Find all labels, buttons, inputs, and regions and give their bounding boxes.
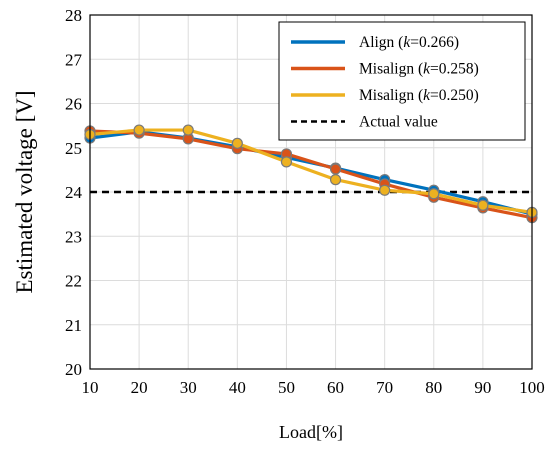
data-point-2 xyxy=(133,124,145,136)
legend: Align (k=0.266) Misalign (k=0.258) Misalig… xyxy=(278,21,526,141)
y-tick-label: 21 xyxy=(65,316,82,335)
y-axis-label: Estimated voltage [V] xyxy=(12,90,37,293)
x-tick-label: 70 xyxy=(376,378,393,397)
y-tick-labels: 20 21 22 23 24 25 26 27 28 xyxy=(65,6,83,379)
y-tick-label: 28 xyxy=(65,6,82,25)
y-tick-label: 23 xyxy=(65,227,82,246)
plot-frame xyxy=(89,14,533,370)
legend-label-2: Misalign (k=0.250) xyxy=(359,87,479,104)
y-tick-label: 27 xyxy=(65,50,83,69)
y-tick-label: 20 xyxy=(65,360,82,379)
series-line-2 xyxy=(89,128,533,214)
data-point-2 xyxy=(428,188,440,200)
x-tick-label: 20 xyxy=(131,378,148,397)
x-tick-label: 30 xyxy=(180,378,197,397)
data-point-2 xyxy=(379,184,391,196)
x-axis-label: Load[%] xyxy=(279,422,343,442)
y-tick-label: 22 xyxy=(65,272,82,291)
x-tick-label: 50 xyxy=(278,378,295,397)
y-tick-label: 25 xyxy=(65,139,82,158)
series-line-1 xyxy=(89,129,533,220)
data-point-1 xyxy=(329,163,342,175)
x-tick-label: 10 xyxy=(82,378,99,397)
legend-label-0: Align (k=0.266) xyxy=(359,34,459,51)
data-point-2 xyxy=(182,124,194,136)
y-tick-label: 26 xyxy=(65,95,82,114)
x-tick-label: 80 xyxy=(425,378,442,397)
x-tick-label: 100 xyxy=(519,378,545,397)
data-point-2 xyxy=(329,174,342,186)
y-tick-label: 24 xyxy=(65,183,83,202)
data-point-2 xyxy=(231,137,243,149)
x-tick-label: 60 xyxy=(327,378,344,397)
data-point-2 xyxy=(280,156,293,168)
legend-label-actual: Actual value xyxy=(359,114,438,131)
x-tick-label: 90 xyxy=(474,378,491,397)
x-tick-labels: 10 20 30 40 50 60 70 80 90 100 xyxy=(82,378,545,397)
legend-label-1: Misalign (k=0.258) xyxy=(359,61,479,78)
x-tick-label: 40 xyxy=(229,378,246,397)
data-point-2 xyxy=(477,199,489,211)
series-group xyxy=(84,124,538,224)
